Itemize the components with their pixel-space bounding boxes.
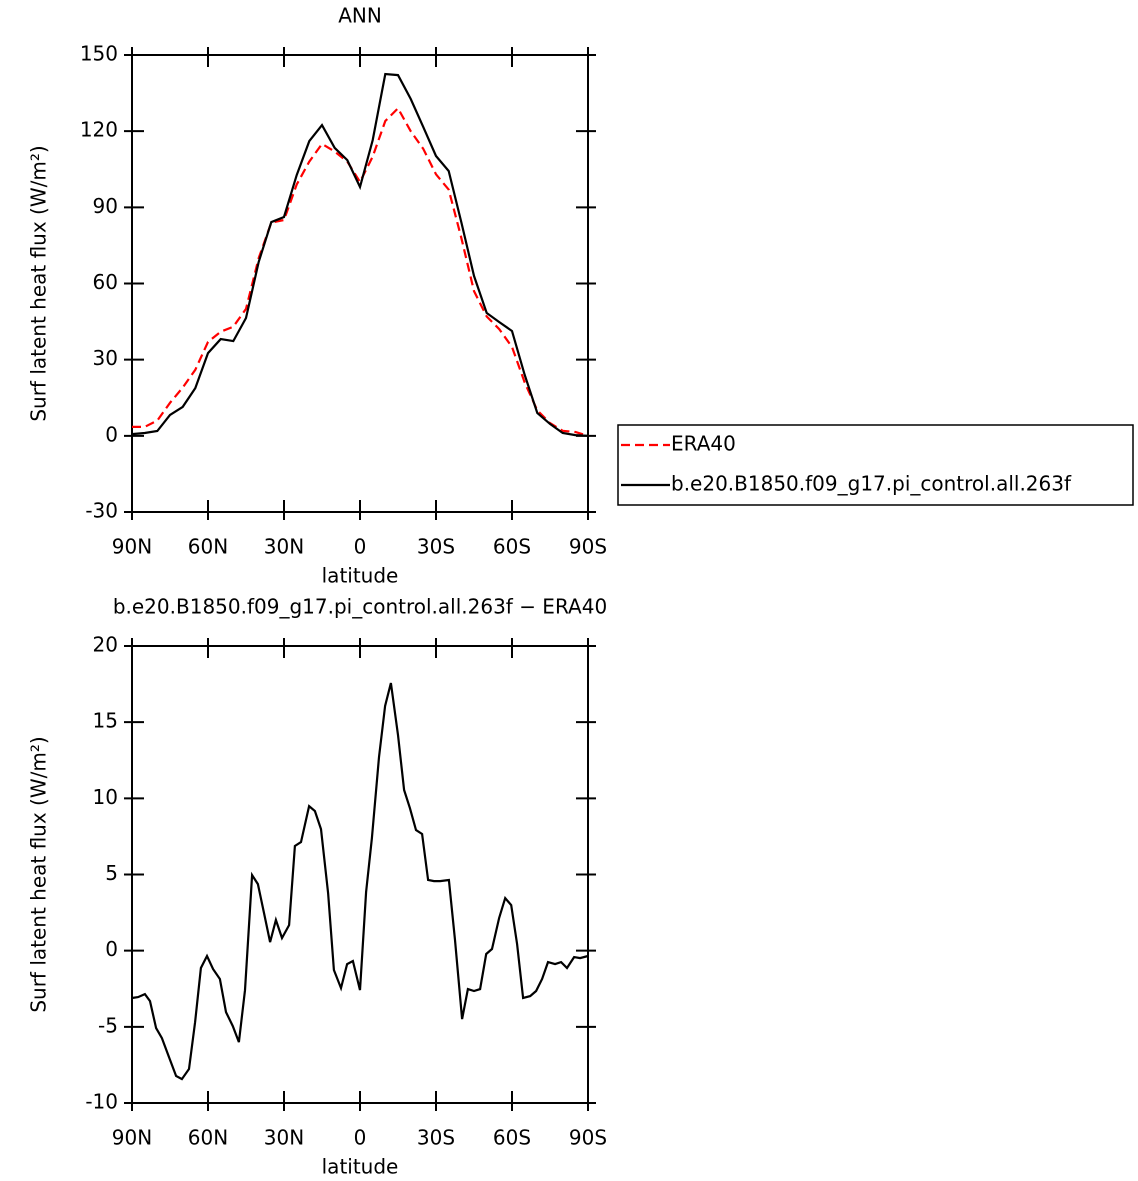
y-tick-label: 0: [105, 937, 118, 961]
y-tick-label: 0: [105, 422, 118, 446]
chart-title: ANN: [338, 4, 382, 28]
y-axis-label: Surf latent heat flux (W/m²): [27, 145, 51, 421]
x-tick-label: 90N: [112, 535, 152, 559]
x-tick-label: 60N: [188, 1126, 228, 1150]
y-tick-label: 90: [93, 194, 118, 218]
y-tick-label: 30: [93, 346, 118, 370]
y-tick-label: -5: [98, 1013, 118, 1037]
chart-title: b.e20.B1850.f09_g17.pi_control.all.263f …: [113, 595, 607, 619]
legend-label: ERA40: [671, 432, 736, 456]
y-tick-label: -10: [85, 1090, 118, 1114]
y-tick-label: 20: [93, 633, 118, 657]
x-tick-label: 30S: [417, 535, 455, 559]
y-tick-label: 120: [80, 118, 118, 142]
y-tick-label: -30: [85, 499, 118, 523]
x-tick-label: 0: [354, 1126, 367, 1150]
y-tick-label: 5: [105, 861, 118, 885]
series-line: [132, 106, 589, 437]
x-axis-label: latitude: [322, 1155, 399, 1179]
legend-box: [617, 424, 1134, 506]
series-line: [131, 682, 589, 1081]
x-tick-label: 30N: [264, 535, 304, 559]
y-tick-label: 10: [93, 785, 118, 809]
y-tick-label: 150: [80, 42, 118, 66]
x-tick-label: 90S: [569, 1126, 607, 1150]
x-tick-label: 60S: [493, 1126, 531, 1150]
x-axis-label: latitude: [322, 564, 399, 588]
x-tick-label: 30N: [264, 1126, 304, 1150]
y-tick-label: 60: [93, 270, 118, 294]
series-line: [131, 72, 589, 437]
plot-frame: [131, 645, 589, 1104]
x-tick-label: 60S: [493, 535, 531, 559]
x-tick-label: 90S: [569, 535, 607, 559]
y-axis-label: Surf latent heat flux (W/m²): [27, 736, 51, 1012]
x-tick-label: 90N: [112, 1126, 152, 1150]
x-tick-label: 30S: [417, 1126, 455, 1150]
legend-label: b.e20.B1850.f09_g17.pi_control.all.263f: [671, 472, 1072, 496]
x-tick-label: 60N: [188, 535, 228, 559]
plot-frame: [131, 54, 589, 513]
y-tick-label: 15: [93, 709, 118, 733]
x-tick-label: 0: [354, 535, 367, 559]
